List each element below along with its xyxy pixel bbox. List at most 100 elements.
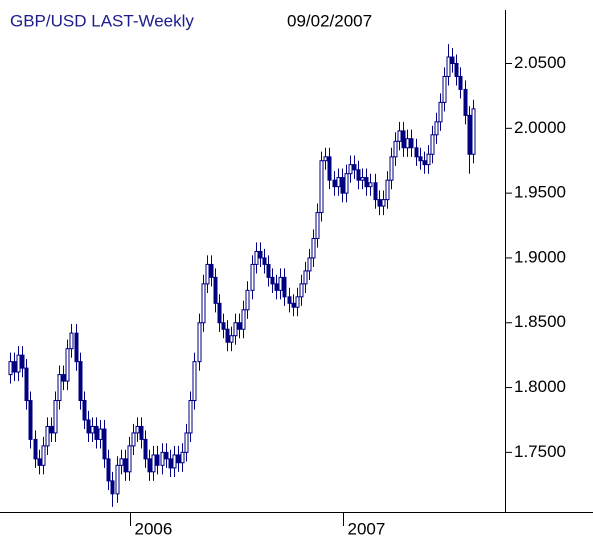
candle-body xyxy=(184,432,189,453)
candle-body xyxy=(229,335,234,343)
candle-body xyxy=(192,361,197,402)
candle-body xyxy=(356,169,361,181)
candle-body xyxy=(426,153,431,166)
candle-body xyxy=(393,140,398,158)
candle-body xyxy=(258,250,263,259)
candle-body xyxy=(139,425,144,440)
candle-body xyxy=(327,156,332,181)
candle-body xyxy=(344,173,349,194)
candle-body xyxy=(287,296,292,304)
candle-body xyxy=(299,283,304,298)
candle-body xyxy=(49,425,54,434)
candle-body xyxy=(295,296,300,308)
candle-body xyxy=(262,257,267,265)
candle-body xyxy=(119,458,124,466)
candle-body xyxy=(233,322,238,337)
candle-body xyxy=(213,276,218,304)
candle-body xyxy=(409,138,414,149)
candle-body xyxy=(430,134,435,155)
candle-body xyxy=(323,156,328,162)
candle-body xyxy=(115,464,120,495)
x-tick-label: 2006 xyxy=(135,519,173,538)
candle-body xyxy=(471,108,476,155)
candle-body xyxy=(86,419,91,434)
candle-body xyxy=(422,160,427,166)
y-tick-label: 2.0500 xyxy=(514,53,566,72)
candle-body xyxy=(340,177,345,194)
candle-body xyxy=(463,88,468,116)
candle-body xyxy=(237,322,242,330)
x-tick-label: 2007 xyxy=(348,519,386,538)
candle-body xyxy=(352,164,357,171)
candle-body xyxy=(164,451,169,460)
candle-body xyxy=(438,101,443,123)
candle-body xyxy=(307,257,312,272)
candle-body xyxy=(446,56,451,77)
y-tick-label: 1.8500 xyxy=(514,312,566,331)
candle-body xyxy=(377,199,382,207)
candle-body xyxy=(274,283,279,291)
candle-body xyxy=(209,263,214,278)
candle-body xyxy=(454,63,459,77)
candle-body xyxy=(102,428,107,460)
candle-body xyxy=(16,354,21,373)
candle-body xyxy=(74,332,79,363)
candle-body xyxy=(69,332,74,350)
candle-body xyxy=(127,445,132,473)
candle-body xyxy=(467,114,472,155)
candle-body xyxy=(33,438,38,460)
candle-body xyxy=(458,75,463,90)
candle-body xyxy=(147,458,152,473)
candle-body xyxy=(172,454,177,469)
y-tick-label: 1.7500 xyxy=(514,442,566,461)
candle-body xyxy=(360,177,365,181)
candle-body xyxy=(12,361,17,373)
candle-body xyxy=(221,322,226,330)
y-tick-label: 1.9000 xyxy=(514,247,566,266)
candle-body xyxy=(82,400,87,421)
candle-body xyxy=(110,480,115,495)
chart-date: 09/02/2007 xyxy=(287,11,372,30)
candle-body xyxy=(98,428,103,440)
candle-body xyxy=(385,179,390,201)
candle-body xyxy=(123,458,128,473)
candle-body xyxy=(106,458,111,482)
candle-body xyxy=(241,309,246,330)
candle-body xyxy=(78,361,83,402)
y-tick-label: 2.0000 xyxy=(514,118,566,137)
candle-body xyxy=(201,283,206,324)
candle-body xyxy=(319,160,324,214)
y-tick-label: 1.8000 xyxy=(514,377,566,396)
candle-body xyxy=(168,458,173,469)
candle-body xyxy=(245,289,250,311)
candle-body xyxy=(28,400,33,440)
candle-body xyxy=(90,425,95,434)
candle-body xyxy=(135,425,140,434)
candle-body xyxy=(332,179,337,188)
candle-body xyxy=(291,302,296,308)
candle-body xyxy=(24,367,29,402)
candle-body xyxy=(405,138,410,149)
candle-body xyxy=(188,400,193,434)
candle-body xyxy=(397,130,402,142)
candle-body xyxy=(434,121,439,136)
candle-body xyxy=(205,263,210,285)
candle-body xyxy=(41,445,46,466)
candle-body xyxy=(155,454,160,466)
candle-body xyxy=(270,276,275,285)
candle-body xyxy=(217,302,222,324)
candle-body xyxy=(254,250,259,265)
candle-body xyxy=(61,374,66,382)
candle-body xyxy=(389,156,394,181)
candle-body xyxy=(250,263,255,291)
candle-body xyxy=(368,182,373,188)
candle-body xyxy=(180,451,185,464)
candle-body xyxy=(442,75,447,103)
candle-body xyxy=(143,438,148,460)
candle-body xyxy=(225,328,230,343)
candle-body xyxy=(278,276,283,291)
candle-body xyxy=(37,458,42,466)
chart-title: GBP/USD LAST-Weekly xyxy=(10,11,194,30)
